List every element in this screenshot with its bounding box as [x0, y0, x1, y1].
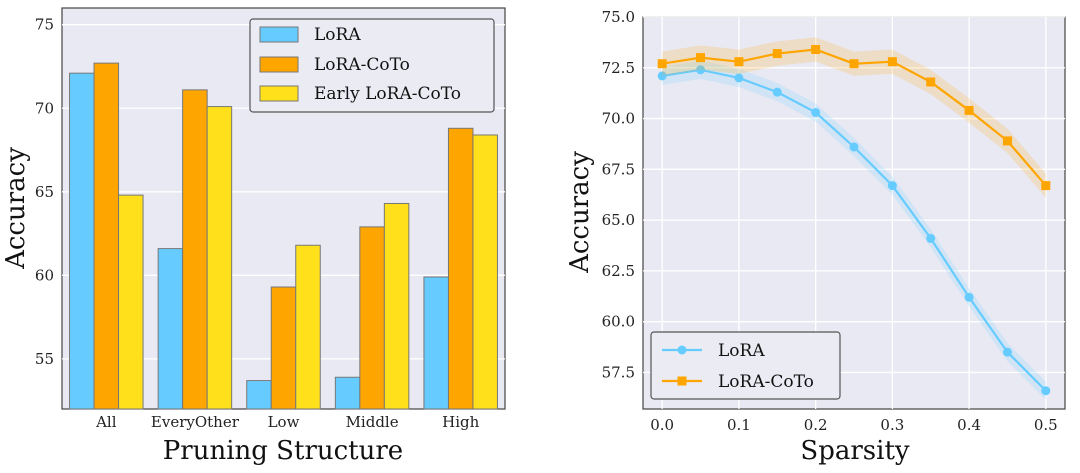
point-lora-coto: [811, 44, 821, 54]
legend-swatch-lora: [259, 26, 299, 43]
line-y-tick-label: 72.5: [602, 59, 635, 77]
bar-y-tick-label: 55: [35, 350, 54, 368]
line-y-axis-title: Accuracy: [565, 151, 595, 274]
bar-lora-middle: [334, 376, 361, 410]
bar-lora-everyother: [157, 248, 184, 410]
bar-lora-high: [423, 276, 449, 410]
point-lora: [772, 87, 782, 97]
bar-early-lora-coto-all: [118, 194, 144, 410]
bar-lora-low: [246, 380, 272, 410]
point-lora-coto: [696, 53, 706, 63]
line-y-tick-label: 75.0: [602, 8, 635, 26]
legend-label-early-lora-coto: Early LoRA-CoTo: [314, 84, 461, 104]
line-legend-label-lora-coto: LoRA-CoTo: [718, 372, 814, 392]
point-lora-coto: [964, 105, 974, 115]
bar-x-tick-label: All: [95, 413, 117, 431]
point-lora-coto: [734, 57, 744, 67]
line-x-ticks: 0.0 0.1 0.2 0.3 0.4 0.5: [650, 416, 1057, 434]
bar-y-axis-title: Accuracy: [1, 147, 31, 270]
line-y-tick-label: 65.0: [602, 211, 635, 229]
point-lora-coto: [1041, 181, 1051, 191]
legend-marker-lora-coto: [677, 376, 687, 386]
bar-marks: [69, 62, 498, 410]
line-x-tick-label: 0.0: [650, 416, 674, 434]
bar-y-tick-label: 65: [35, 183, 54, 201]
line-x-tick-label: 0.3: [880, 416, 904, 434]
bar-lora-coto-middle: [359, 226, 385, 410]
bar-early-lora-coto-low: [295, 244, 321, 410]
bar-x-axis-title: Pruning Structure: [163, 436, 403, 466]
bar-early-lora-coto-high: [472, 134, 498, 410]
bar-lora-coto-all: [93, 62, 120, 410]
line-y-ticks: 57.5 60.0 62.5 65.0 67.5 70.0 72.5 75.0: [602, 8, 635, 381]
point-lora: [964, 292, 974, 302]
line-y-tick-label: 62.5: [602, 262, 635, 280]
legend-swatch-early-lora-coto: [259, 85, 299, 102]
point-lora: [734, 73, 744, 83]
line-gridlines: [643, 16, 1065, 409]
bar-lora-coto-high: [447, 127, 474, 410]
line-y-tick-label: 67.5: [602, 160, 635, 178]
bar-x-ticks: All EveryOther Low Middle High: [95, 413, 480, 431]
bar-early-lora-coto-everyother: [206, 106, 233, 410]
line-y-tick-label: 70.0: [602, 110, 635, 128]
point-lora-coto: [772, 49, 782, 59]
bar-legend-box: [249, 18, 495, 113]
line-y-tick-label: 57.5: [602, 363, 635, 381]
point-lora: [1041, 386, 1051, 396]
legend-swatch-lora-coto: [259, 56, 299, 73]
line-chart-panel: 57.560.062.565.067.570.072.575.0 0.0 0.1 0…: [565, 8, 1066, 466]
line-legend-box: [650, 331, 841, 400]
bar-y-tick-label: 70: [35, 99, 54, 117]
point-lora: [657, 71, 667, 81]
bar-chart-panel: 55 60 65 70 75 All EveryOther Low Middle High Pr…: [1, 7, 506, 466]
bar-x-tick-label: EveryOther: [151, 413, 240, 431]
bar-lora-coto-everyother: [182, 89, 208, 410]
bar-lora-coto-low: [270, 286, 297, 410]
legend-label-lora-coto: LoRA-CoTo: [314, 55, 410, 75]
line-x-tick-label: 0.1: [727, 416, 751, 434]
point-lora: [926, 233, 936, 243]
point-lora: [849, 142, 859, 152]
line-x-axis-title: Sparsity: [800, 436, 909, 466]
line-x-tick-label: 0.5: [1034, 416, 1058, 434]
line-y-tick-label: 60.0: [602, 313, 635, 331]
point-lora-coto: [657, 59, 667, 69]
bar-x-tick-label: High: [442, 413, 479, 431]
point-lora: [1002, 347, 1012, 357]
line-x-tick-label: 0.4: [957, 416, 981, 434]
line-x-tick-label: 0.2: [804, 416, 828, 434]
bar-legend: LoRA LoRA-CoTo Early LoRA-CoTo: [249, 18, 495, 113]
bar-y-tick-label: 60: [35, 266, 54, 284]
point-lora-coto: [849, 59, 859, 69]
bar-lora-all: [69, 72, 95, 410]
point-lora-coto: [887, 57, 897, 67]
line-legend-label-lora: LoRA: [718, 341, 765, 361]
bar-x-tick-label: Middle: [346, 413, 399, 431]
point-lora: [811, 107, 821, 117]
bar-y-ticks: 55 60 65 70 75: [35, 16, 54, 368]
bar-x-tick-label: Low: [268, 413, 300, 431]
bar-early-lora-coto-middle: [383, 202, 410, 410]
bar-y-tick-label: 75: [35, 16, 54, 34]
point-lora: [887, 181, 897, 191]
line-legend: LoRA LoRA-CoTo: [650, 331, 841, 400]
line-marks: [657, 37, 1051, 400]
legend-label-lora: LoRA: [314, 25, 361, 45]
point-lora: [696, 65, 706, 75]
point-lora-coto: [1002, 136, 1012, 146]
legend-marker-lora: [677, 345, 687, 355]
point-lora-coto: [926, 77, 936, 87]
